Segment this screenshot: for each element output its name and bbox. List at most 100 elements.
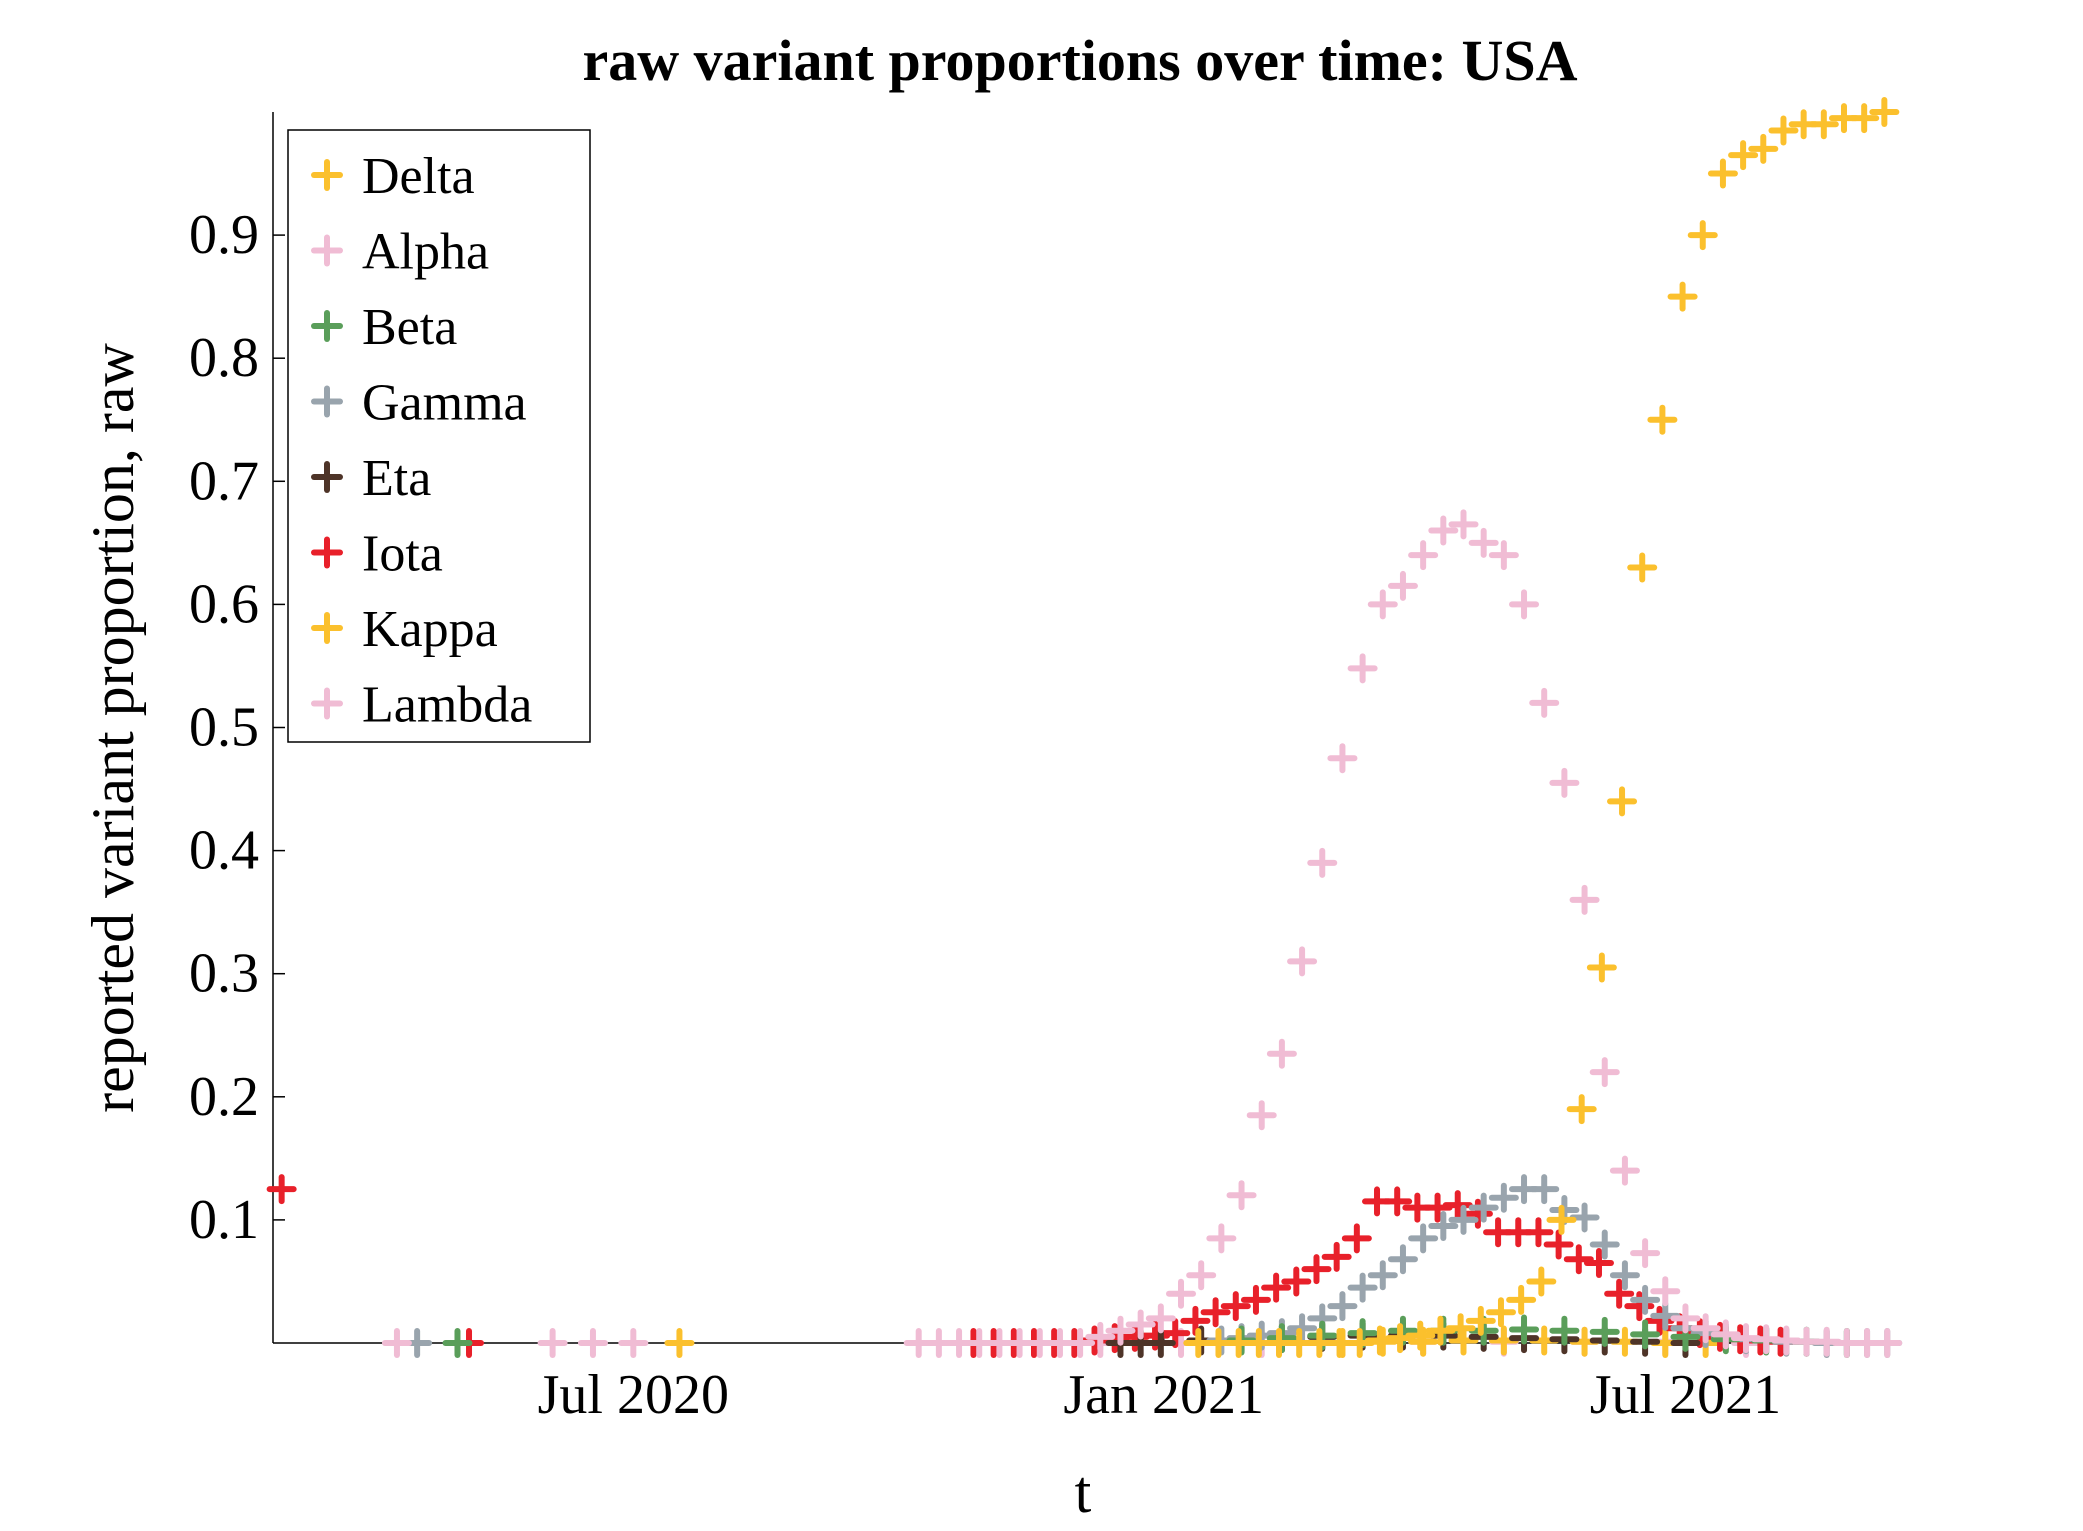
chart-title: raw variant proportions over time: USA xyxy=(582,28,1577,93)
marker-gamma xyxy=(1589,1229,1620,1260)
plot-area: 0.1 0.2 0.3 0.4 0.5 0.6 0.7 0.8 0.9 Jul 2020 Jan … xyxy=(189,97,1903,1426)
marker-iota xyxy=(1261,1272,1292,1303)
marker-delta xyxy=(1405,1320,1436,1351)
marker-iota xyxy=(1563,1244,1594,1275)
marker-alpha xyxy=(1226,1180,1257,1211)
marker-delta xyxy=(1485,1297,1516,1328)
marker-alpha xyxy=(1569,884,1600,915)
legend-label: Gamma xyxy=(362,375,527,432)
marker-alpha xyxy=(1509,589,1540,620)
marker-alpha xyxy=(1105,1315,1136,1346)
marker-delta xyxy=(1586,952,1617,983)
marker-beta xyxy=(1589,1316,1620,1347)
marker-delta xyxy=(1707,158,1738,189)
marker-alpha xyxy=(1367,589,1398,620)
marker-iota xyxy=(1604,1278,1635,1309)
marker-iota xyxy=(1583,1247,1614,1278)
marker-iota xyxy=(1321,1241,1352,1272)
marker-beta xyxy=(1630,1319,1661,1350)
marker-delta xyxy=(1647,404,1678,435)
marker-alpha xyxy=(1287,946,1318,977)
legend-label: Iota xyxy=(362,526,443,583)
x-axis-label: t xyxy=(1075,1459,1092,1525)
marker-gamma xyxy=(1428,1211,1459,1242)
y-tick-label: 0.7 xyxy=(189,450,259,512)
x-tick-label: Jan 2021 xyxy=(1063,1364,1264,1426)
y-tick-label: 0.6 xyxy=(189,573,259,635)
marker-delta xyxy=(664,1328,695,1358)
y-tick-label: 0.4 xyxy=(189,820,259,882)
marker-alpha xyxy=(381,1328,412,1358)
marker-delta xyxy=(1607,786,1638,817)
marker-alpha xyxy=(1387,570,1418,601)
legend-marker-alpha xyxy=(311,234,343,267)
marker-iota xyxy=(1442,1190,1473,1221)
marker-delta xyxy=(1506,1284,1537,1315)
y-tick-label: 0.8 xyxy=(189,327,259,389)
marker-alpha xyxy=(577,1328,608,1358)
marker-alpha xyxy=(1529,687,1560,718)
x-ticks: Jul 2020 Jan 2021 Jul 2021 xyxy=(538,1331,1781,1426)
y-tick-label: 0.2 xyxy=(189,1066,259,1128)
legend-label: Kappa xyxy=(362,601,498,658)
data-markers xyxy=(266,97,1903,1358)
marker-gamma xyxy=(1468,1192,1499,1223)
marker-delta xyxy=(1526,1266,1557,1297)
marker-gamma xyxy=(1448,1204,1479,1235)
marker-alpha xyxy=(1589,1057,1620,1088)
marker-alpha xyxy=(1710,1319,1741,1350)
marker-gamma xyxy=(1609,1260,1640,1291)
marker-alpha xyxy=(1206,1223,1237,1254)
marker-iota xyxy=(1382,1186,1413,1217)
marker-iota xyxy=(1160,1318,1191,1349)
marker-alpha xyxy=(1448,509,1479,540)
marker-delta xyxy=(1566,1094,1597,1125)
marker-alpha xyxy=(1125,1309,1156,1340)
marker-gamma xyxy=(1367,1260,1398,1291)
marker-gamma xyxy=(1327,1291,1358,1322)
legend: Delta Alpha Beta Gamma Eta Iota Kappa Lambda xyxy=(287,129,591,743)
marker-iota xyxy=(1281,1266,1312,1297)
marker-delta xyxy=(1808,109,1839,140)
marker-alpha xyxy=(1609,1155,1640,1186)
legend-label: Lambda xyxy=(362,677,532,734)
y-tick-label: 0.1 xyxy=(189,1189,259,1251)
marker-delta xyxy=(1687,220,1718,251)
legend-marker-iota xyxy=(311,536,343,569)
marker-beta xyxy=(1509,1314,1540,1345)
marker-alpha xyxy=(1327,743,1358,774)
legend-marker-kappa xyxy=(311,612,343,644)
marker-alpha xyxy=(1065,1328,1096,1358)
marker-gamma xyxy=(1347,1272,1378,1303)
legend-label: Alpha xyxy=(362,224,489,281)
marker-gamma xyxy=(1630,1284,1661,1315)
marker-iota xyxy=(1240,1284,1271,1315)
marker-alpha xyxy=(1670,1303,1701,1334)
marker-alpha xyxy=(1266,1038,1297,1069)
marker-alpha xyxy=(1085,1321,1116,1352)
marker-iota xyxy=(1301,1254,1332,1285)
legend-label: Eta xyxy=(362,450,431,507)
marker-iota xyxy=(1200,1297,1231,1328)
marker-iota xyxy=(1523,1217,1554,1248)
marker-alpha xyxy=(618,1328,649,1358)
marker-iota xyxy=(266,1174,297,1205)
marker-beta xyxy=(442,1328,473,1358)
marker-delta xyxy=(1748,133,1779,164)
marker-alpha xyxy=(1650,1276,1681,1307)
marker-alpha xyxy=(1307,847,1338,878)
marker-gamma xyxy=(1529,1174,1560,1205)
marker-alpha xyxy=(1630,1238,1661,1269)
y-axis-label: reported variant proportion, raw xyxy=(80,342,146,1112)
marker-iota xyxy=(1220,1291,1251,1322)
y-tick-label: 0.5 xyxy=(189,697,259,759)
marker-alpha xyxy=(1690,1313,1721,1344)
marker-beta xyxy=(1549,1315,1580,1346)
x-tick-label: Jul 2021 xyxy=(1590,1364,1781,1426)
marker-alpha xyxy=(1408,540,1439,571)
marker-alpha xyxy=(1347,653,1378,684)
marker-alpha xyxy=(1145,1303,1176,1334)
marker-alpha xyxy=(1186,1260,1217,1291)
marker-delta xyxy=(1768,115,1799,146)
legend-box xyxy=(287,129,591,743)
